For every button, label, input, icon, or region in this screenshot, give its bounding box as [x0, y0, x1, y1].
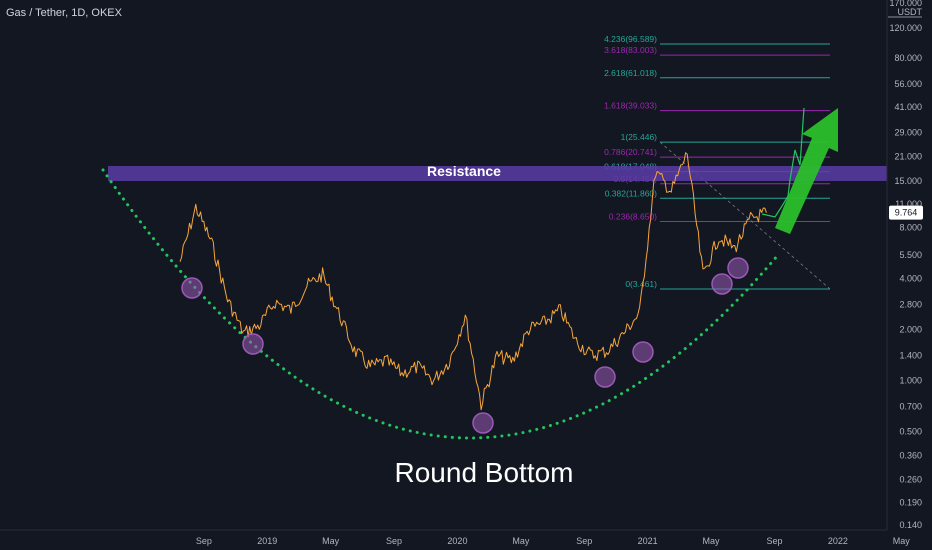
fib-level-label: 0.382(11.860)	[605, 188, 657, 198]
price-tick-label: 120.000	[889, 23, 922, 33]
fib-level-label: 1.618(39.033)	[604, 101, 657, 111]
price-series	[179, 152, 767, 411]
projection-path	[761, 107, 805, 218]
price-tick-label: 1.000	[899, 375, 922, 385]
price-axis-top-value: 170.000	[889, 0, 922, 8]
time-axis[interactable]: Sep 2019 May Sep 2020 May Sep 2021 May Sep 2022 May	[0, 529, 911, 546]
pivot-markers	[181, 257, 749, 434]
price-tick-label: 41.000	[894, 102, 922, 112]
time-tick-label: 2021	[638, 536, 658, 546]
price-tick-label: 8.000	[899, 222, 922, 232]
time-tick-label: 2020	[447, 536, 467, 546]
fib-level-label: 0.786(20.741)	[604, 147, 657, 157]
fib-level-label: 1(25.446)	[621, 132, 658, 142]
time-tick-label: Sep	[196, 536, 212, 546]
price-tick-label: 2.000	[899, 324, 922, 334]
price-tick-label: 0.360	[899, 450, 922, 460]
pivot-marker	[181, 277, 203, 299]
resistance-zone	[108, 166, 888, 181]
price-tick-label: 0.190	[899, 498, 922, 508]
round-bottom-dotted-curve	[101, 168, 781, 440]
pattern-label: Round Bottom	[395, 457, 574, 488]
pivot-marker	[711, 273, 733, 295]
round-bottom-curve	[101, 168, 781, 440]
price-tick-label: 2.800	[899, 300, 922, 310]
price-axis-unit: USDT	[898, 7, 923, 17]
pivot-marker	[242, 333, 264, 355]
price-tick-label: 0.700	[899, 402, 922, 412]
price-tick-label: 56.000	[894, 79, 922, 89]
time-tick-label: May	[893, 536, 911, 546]
price-tick-label: 1.400	[899, 351, 922, 361]
projection-arrow	[775, 108, 838, 234]
last-price-label: 9.764	[895, 208, 918, 218]
fib-level-label: 0(3.461)	[625, 279, 657, 289]
fibonacci-levels: 4.236(96.589)3.618(83.003) 2.618(61.018) 1…	[604, 34, 831, 290]
pivot-marker	[727, 257, 749, 279]
price-tick-label: 15.000	[894, 176, 922, 186]
time-tick-label: Sep	[576, 536, 592, 546]
price-tick-label: 21.000	[894, 151, 922, 161]
price-tick-label: 80.000	[894, 53, 922, 63]
price-tick-label: 5.500	[899, 250, 922, 260]
time-tick-label: 2022	[828, 536, 848, 546]
fib-level-label: 2.618(61.018)	[604, 68, 657, 78]
price-axis-bg	[887, 0, 932, 550]
price-tick-label: 0.140	[899, 520, 922, 530]
time-tick-label: 2019	[257, 536, 277, 546]
pivot-marker	[472, 412, 494, 434]
price-tick-label: 11.000	[895, 199, 922, 209]
resistance-label: Resistance	[427, 163, 501, 179]
resistance-band	[108, 166, 888, 181]
fib-level-label: 4.236(96.589)	[604, 34, 657, 44]
price-tick-label: 0.260	[899, 474, 922, 484]
projection	[761, 107, 838, 234]
last-price-badge	[889, 205, 923, 220]
pivot-marker	[594, 366, 616, 388]
price-axis[interactable]: 120.000 80.000 56.000 41.000 29.000 21.000 15.…	[886, 0, 932, 550]
pivot-marker	[632, 341, 654, 363]
time-tick-label: Sep	[386, 536, 402, 546]
price-tick-label: 0.500	[899, 426, 922, 436]
fib-level-label: 0.236(8.650)	[609, 212, 657, 222]
time-tick-label: May	[322, 536, 340, 546]
time-tick-label: May	[512, 536, 530, 546]
time-tick-label: Sep	[766, 536, 782, 546]
fib-level-label: 3.618(83.003)	[604, 45, 657, 55]
price-tick-label: 4.000	[899, 273, 922, 283]
price-line	[179, 152, 767, 411]
chart-title: Gas / Tether, 1D, OKEX	[6, 7, 122, 19]
price-tick-label: 29.000	[894, 128, 922, 138]
time-tick-label: May	[703, 536, 721, 546]
